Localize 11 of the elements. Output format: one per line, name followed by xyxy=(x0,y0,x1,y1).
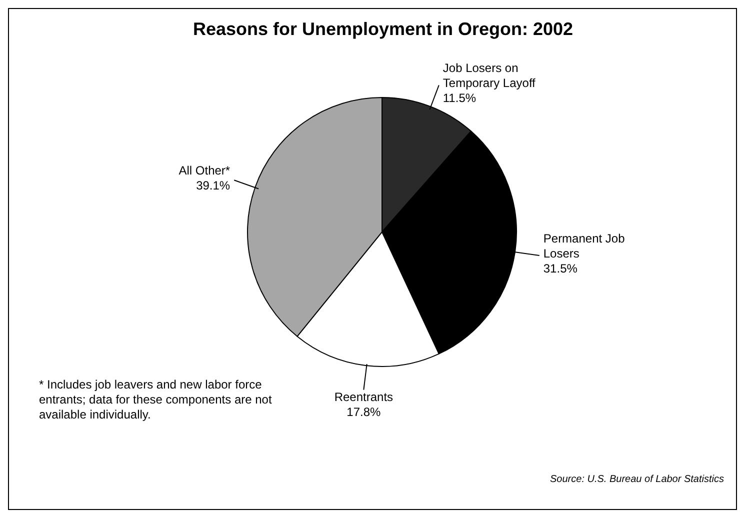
data-label: 11.5% xyxy=(442,91,476,106)
text: * Includes job leavers and new labor force entrants; data for these components are not available individually. xyxy=(39,377,272,422)
data-label: 31.5% xyxy=(543,261,578,276)
data-label: 39.1% xyxy=(196,178,230,192)
slice-label: All Other* xyxy=(178,163,230,178)
source-note: Source: U.S. Bureau of Labor Statistics xyxy=(550,474,724,485)
slice-label: Permanent Job Losers xyxy=(543,231,626,260)
slice-label: Reentrants xyxy=(334,390,394,404)
data-label: 17.8% xyxy=(346,405,382,420)
slice-label: Job Losers on Temporary Layoff xyxy=(442,61,536,90)
chart-title: Reasons for Unemployment in Oregon: 2002 xyxy=(192,18,574,39)
